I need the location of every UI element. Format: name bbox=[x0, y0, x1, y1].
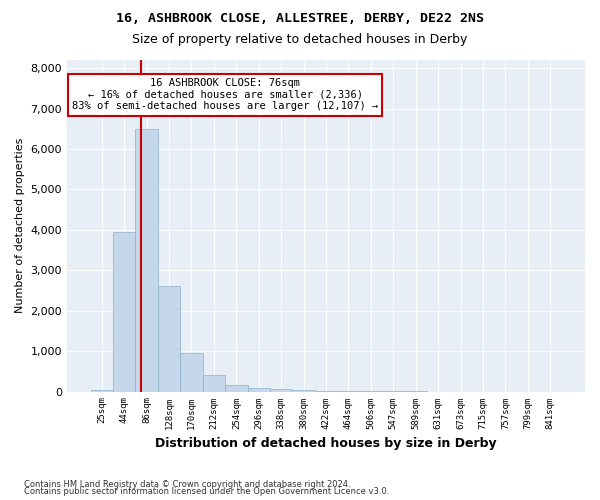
Bar bbox=[225, 386, 248, 392]
Bar bbox=[248, 388, 270, 392]
Bar bbox=[292, 390, 315, 392]
Y-axis label: Number of detached properties: Number of detached properties bbox=[15, 138, 25, 314]
Text: 16 ASHBROOK CLOSE: 76sqm
← 16% of detached houses are smaller (2,336)
83% of sem: 16 ASHBROOK CLOSE: 76sqm ← 16% of detach… bbox=[72, 78, 378, 112]
Bar bbox=[180, 353, 203, 392]
Bar bbox=[203, 376, 225, 392]
X-axis label: Distribution of detached houses by size in Derby: Distribution of detached houses by size … bbox=[155, 437, 497, 450]
Bar bbox=[270, 389, 292, 392]
Bar bbox=[113, 232, 136, 392]
Bar bbox=[315, 390, 337, 392]
Text: Contains public sector information licensed under the Open Government Licence v3: Contains public sector information licen… bbox=[24, 487, 389, 496]
Text: Size of property relative to detached houses in Derby: Size of property relative to detached ho… bbox=[133, 32, 467, 46]
Text: 16, ASHBROOK CLOSE, ALLESTREE, DERBY, DE22 2NS: 16, ASHBROOK CLOSE, ALLESTREE, DERBY, DE… bbox=[116, 12, 484, 26]
Bar bbox=[158, 286, 180, 392]
Bar bbox=[136, 128, 158, 392]
Text: Contains HM Land Registry data © Crown copyright and database right 2024.: Contains HM Land Registry data © Crown c… bbox=[24, 480, 350, 489]
Bar bbox=[91, 390, 113, 392]
